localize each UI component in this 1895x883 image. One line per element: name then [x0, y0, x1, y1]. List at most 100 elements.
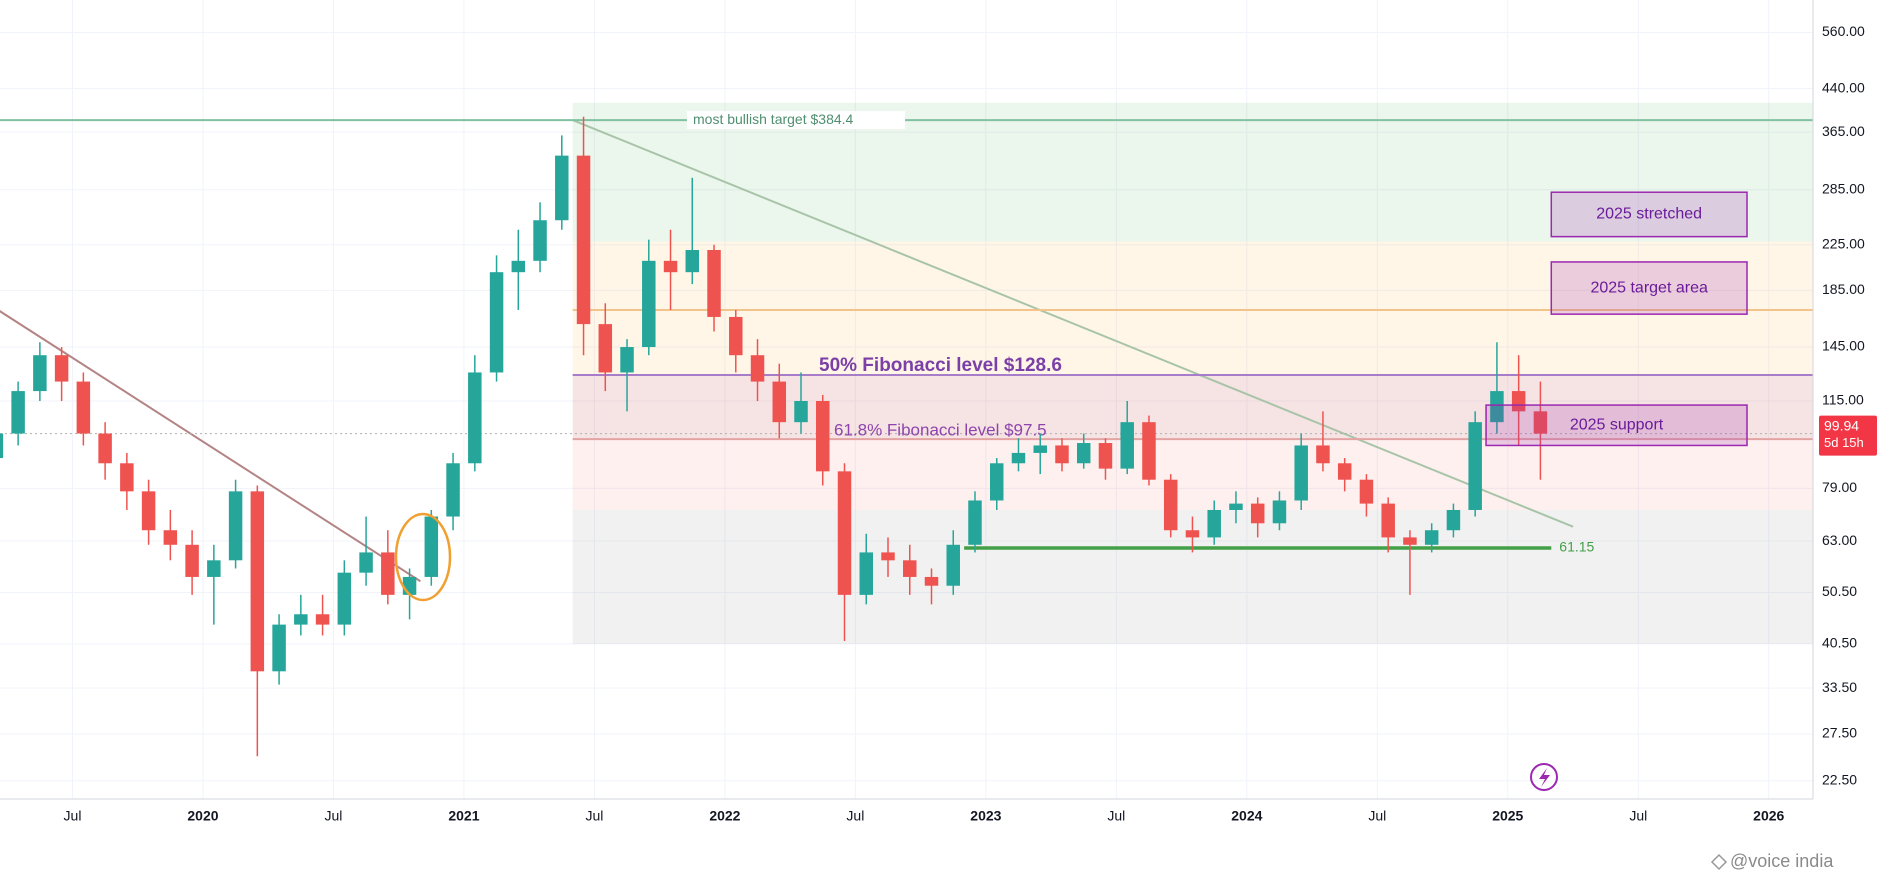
- y-tick-label: 27.50: [1822, 725, 1857, 741]
- y-tick-label: 285.00: [1822, 180, 1865, 196]
- candle-body: [359, 552, 373, 573]
- y-tick-label: 33.50: [1822, 679, 1857, 695]
- y-tick-label: 365.00: [1822, 123, 1865, 139]
- replay-icon[interactable]: [1530, 763, 1558, 791]
- x-tick-label: 2024: [1231, 808, 1262, 824]
- candle-body: [402, 576, 417, 595]
- y-tick-label: 145.00: [1822, 338, 1865, 354]
- x-tick-label: Jul: [846, 808, 864, 824]
- x-tick-label: 2020: [187, 808, 218, 824]
- candle-body: [533, 220, 547, 261]
- zone: [572, 439, 1813, 510]
- x-tick-label: 2022: [709, 808, 740, 824]
- annotation-box: [1550, 261, 1748, 315]
- price-tag: [1819, 415, 1877, 456]
- candle-body: [1229, 503, 1243, 510]
- candle-body: [903, 560, 917, 577]
- candle-body: [1403, 537, 1417, 545]
- candle-body: [1055, 445, 1069, 464]
- candle-body: [924, 576, 939, 586]
- candle-body: [1294, 445, 1308, 501]
- candle-body: [707, 249, 721, 317]
- candle-body: [620, 347, 634, 373]
- price-tag-value: 99.94: [1824, 417, 1859, 433]
- candle-body: [642, 260, 656, 348]
- annotation-box: [1485, 404, 1748, 447]
- annotation-box: [1550, 191, 1748, 238]
- highlight-circle: [394, 512, 452, 602]
- y-tick-label: 185.00: [1822, 281, 1865, 297]
- x-tick-label: 2023: [970, 808, 1001, 824]
- candle-body: [1207, 509, 1221, 538]
- candle-body: [141, 491, 156, 531]
- x-tick-label: Jul: [1107, 808, 1125, 824]
- candle-body: [1076, 443, 1091, 464]
- y-tick-label: 63.00: [1822, 532, 1857, 548]
- candle-body: [1424, 530, 1439, 545]
- candle-body: [663, 260, 678, 273]
- candle-body: [228, 491, 243, 561]
- candle-body: [1011, 452, 1026, 464]
- trendline: [572, 119, 1574, 528]
- candle-body: [1533, 411, 1548, 434]
- candle-body: [207, 560, 221, 577]
- candle-body: [881, 552, 895, 561]
- level-label: most bullish target $384.4: [693, 111, 854, 127]
- annotation-box-label: 2025 target area: [1590, 279, 1708, 296]
- candle-body: [1381, 503, 1395, 538]
- candle-body: [1163, 479, 1178, 531]
- candle-body: [1468, 422, 1482, 510]
- annotation-box-label: 2025 support: [1570, 416, 1664, 433]
- plot-area: most bullish target $384.4 50% Fibonacci …: [0, 0, 1813, 799]
- candle-body: [750, 355, 765, 382]
- watermark: @voice india: [1730, 851, 1834, 871]
- x-tick-label: 2025: [1492, 808, 1523, 824]
- x-tick-label: 2021: [448, 808, 479, 824]
- x-tick-label: Jul: [585, 808, 603, 824]
- candle-body: [54, 355, 69, 382]
- candle-body: [272, 624, 286, 672]
- y-tick-label: 115.00: [1822, 392, 1864, 408]
- candle-body: [816, 400, 830, 472]
- candle-body: [294, 614, 308, 625]
- annotation-box-label: 2025 stretched: [1596, 206, 1702, 223]
- candle-body: [163, 530, 178, 545]
- axes: 560.00 440.00 365.00 285.00 225.00 185.00 145.…: [64, 23, 1877, 824]
- x-tick-label: 2026: [1753, 808, 1784, 824]
- candle-body: [1033, 445, 1047, 453]
- candle-body: [1142, 422, 1156, 480]
- candle-body: [185, 544, 199, 577]
- level-label-bg: [687, 111, 905, 130]
- candle-body: [250, 491, 265, 672]
- x-tick-label: Jul: [1368, 808, 1386, 824]
- y-tick-label: 40.50: [1822, 635, 1857, 651]
- x-tick-label: Jul: [64, 808, 82, 824]
- candle-body: [98, 433, 112, 464]
- candle-body: [76, 381, 91, 434]
- candle-body: [1272, 500, 1287, 524]
- candle-body: [120, 463, 134, 492]
- candle-body: [1446, 509, 1461, 531]
- price-tag-countdown: 5d 15h: [1824, 435, 1864, 450]
- candle-body: [1098, 443, 1113, 469]
- candle-body: [859, 552, 873, 595]
- candle-body: [576, 155, 591, 325]
- candle-body: [381, 552, 395, 595]
- candle-body: [772, 381, 787, 423]
- y-tick-label: 79.00: [1822, 479, 1857, 495]
- trendline: [0, 310, 421, 583]
- candle-body: [511, 260, 526, 273]
- level-label: 50% Fibonacci level $128.6: [819, 355, 1062, 376]
- candle-body: [555, 155, 569, 221]
- candle-body: [1337, 463, 1352, 480]
- y-tick-label: 22.50: [1822, 771, 1857, 787]
- level-label: 61.15: [1559, 539, 1594, 555]
- candle-body: [729, 316, 743, 356]
- candle-body: [315, 614, 330, 625]
- candle-body: [468, 372, 482, 464]
- candle-body: [989, 463, 1004, 501]
- candle-body: [337, 572, 352, 625]
- candle-body: [1250, 503, 1265, 524]
